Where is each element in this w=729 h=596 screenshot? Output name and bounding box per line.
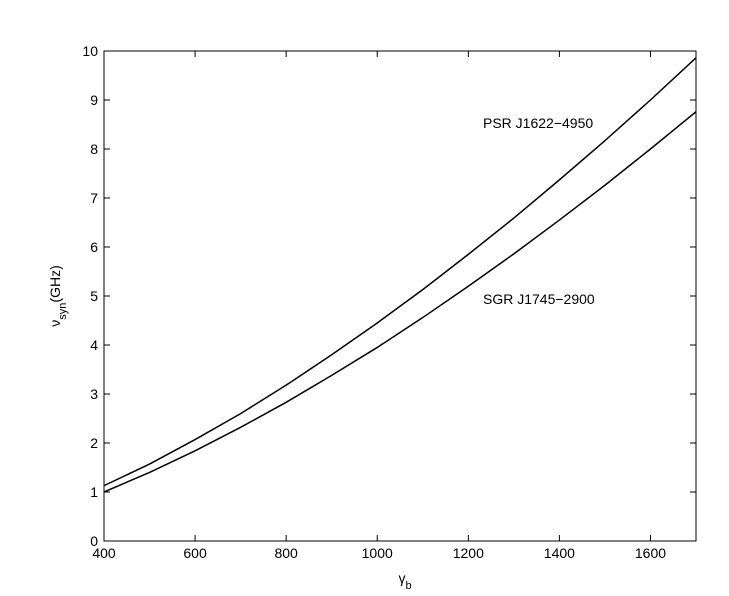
y-axis-label: νsyn(GHz)	[47, 265, 69, 326]
series-line	[103, 57, 697, 487]
x-tick-label: 1000	[362, 545, 393, 561]
y-tick-label: 7	[90, 190, 98, 206]
x-tick-label: 600	[183, 545, 207, 561]
x-tick-label: 1400	[544, 545, 575, 561]
series-label: SGR J1745−2900	[483, 291, 595, 307]
y-tick-label: 8	[90, 141, 98, 157]
series-label: PSR J1622−4950	[483, 115, 593, 131]
y-tick-label: 4	[90, 337, 98, 353]
plot-frame	[103, 50, 697, 542]
y-tick-label: 6	[90, 239, 98, 255]
y-tick-label: 3	[90, 386, 98, 402]
x-tick-label: 1200	[453, 545, 484, 561]
y-tick-label: 2	[90, 435, 98, 451]
series-line	[103, 111, 697, 493]
y-tick-label: 1	[90, 484, 98, 500]
y-label-symbol: ν	[47, 320, 63, 327]
y-tick-label: 0	[90, 533, 98, 549]
y-label-subscript: syn	[57, 303, 69, 320]
x-label-symbol: γ	[398, 570, 405, 586]
y-tick-label: 9	[90, 92, 98, 108]
x-tick-label: 800	[274, 545, 298, 561]
y-label-unit: (GHz)	[47, 265, 63, 302]
y-tick-label: 10	[82, 43, 98, 59]
x-axis-label: γb	[398, 570, 411, 592]
x-tick-label: 400	[92, 545, 116, 561]
x-tick-label: 1600	[635, 545, 666, 561]
y-tick-label: 5	[90, 288, 98, 304]
x-label-subscript: b	[405, 580, 411, 592]
